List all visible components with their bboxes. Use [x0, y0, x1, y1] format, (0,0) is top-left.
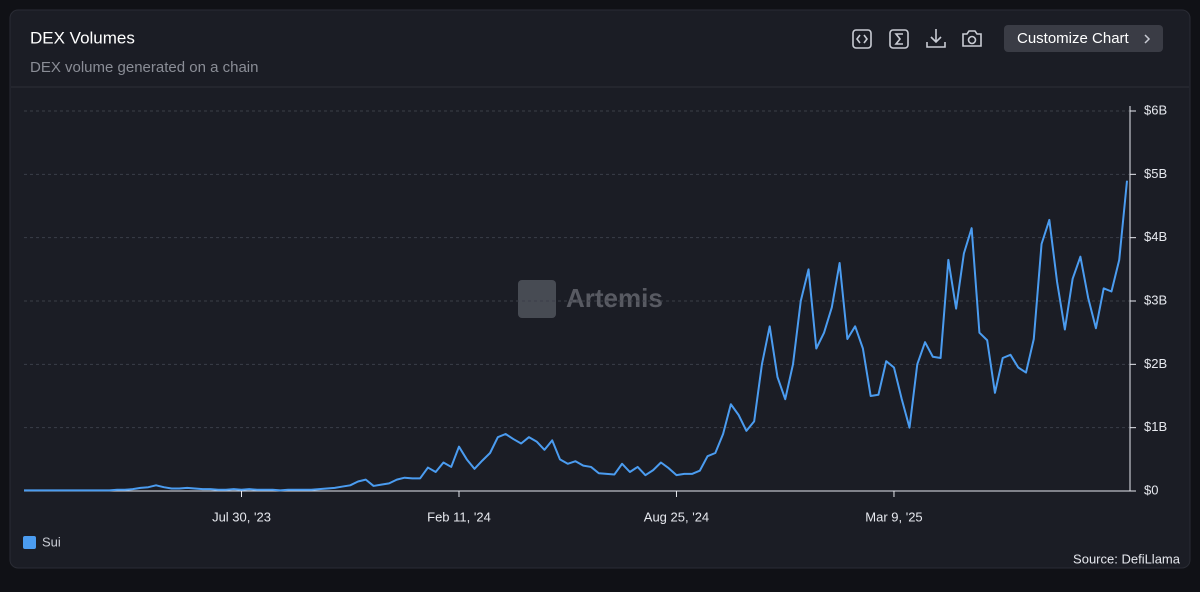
y-tick-label: $3B: [1144, 292, 1167, 307]
x-tick-label: Mar 9, '25: [865, 509, 922, 524]
legend-label: Sui: [42, 534, 61, 549]
y-tick-label: $1B: [1144, 419, 1167, 434]
line-series: [24, 180, 1128, 492]
embed-icon[interactable]: [852, 29, 872, 49]
legend-swatch: [23, 536, 36, 549]
y-tick-label: $5B: [1144, 166, 1167, 181]
button-label: Customize Chart: [1017, 30, 1130, 47]
watermark: Artemis: [518, 280, 663, 318]
chevron: [1144, 34, 1151, 44]
y-tick-label: $6B: [1144, 102, 1167, 117]
chart-title: DEX Volumes: [30, 28, 135, 47]
x-tick-label: Aug 25, '24: [644, 509, 709, 524]
watermark-text: Artemis: [566, 283, 663, 313]
x-tick-label: Feb 11, '24: [427, 509, 491, 524]
watermark-logo: [518, 280, 556, 318]
y-tick-label: $0: [1144, 482, 1158, 497]
download-icon[interactable]: [926, 29, 946, 48]
sum-icon[interactable]: [889, 29, 909, 49]
source: Source: DefiLlama: [1073, 551, 1181, 566]
y-tick-label: $2B: [1144, 356, 1167, 371]
customize-button[interactable]: [1004, 25, 1163, 52]
chart-subtitle: DEX volume generated on a chain: [30, 59, 258, 76]
card: [9, 9, 1191, 569]
camera-icon[interactable]: [962, 30, 982, 47]
toolbar: [852, 29, 982, 49]
y-tick-label: $4B: [1144, 229, 1167, 244]
x-tick-label: Jul 30, '23: [212, 509, 271, 524]
